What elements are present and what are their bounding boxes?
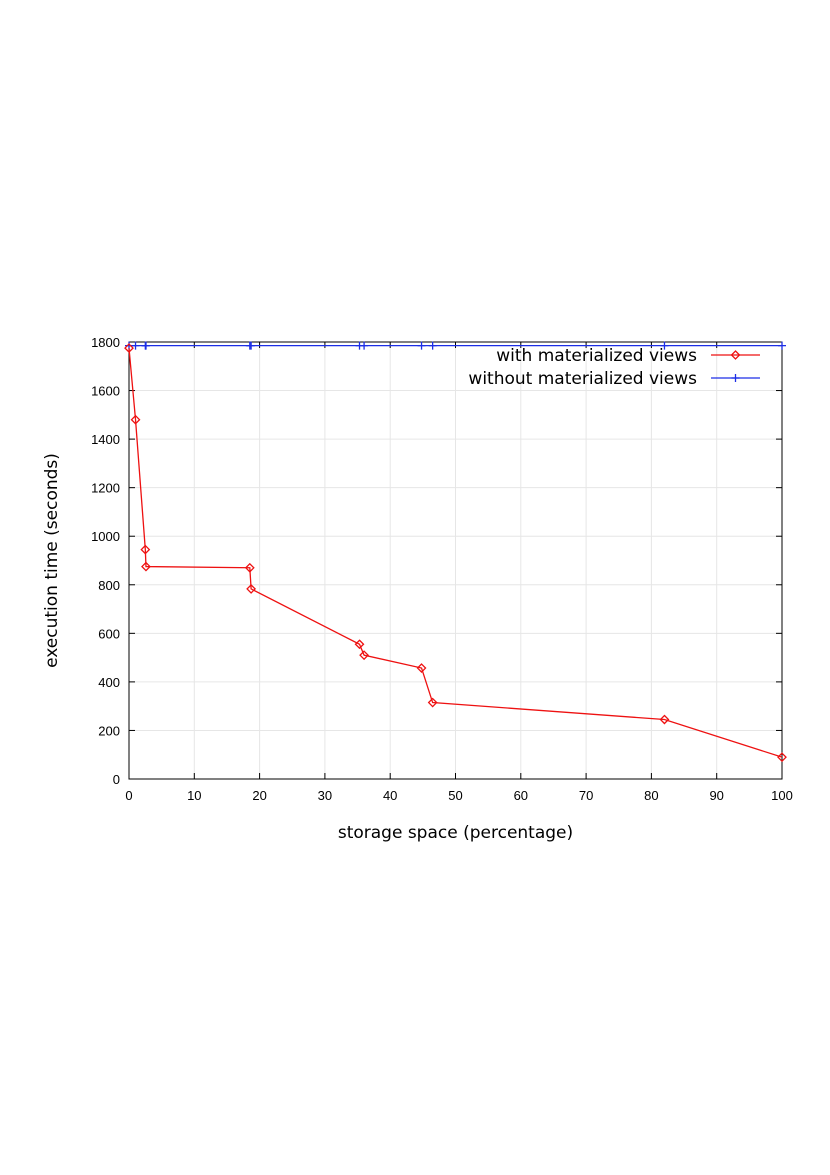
x-tick-label: 70 — [579, 788, 593, 803]
data-point — [141, 561, 151, 572]
series-line — [128, 348, 783, 758]
x-axis-title: storage space (percentage) — [338, 823, 573, 843]
series-with-views — [124, 343, 787, 763]
legend-marker — [730, 350, 741, 360]
data-point — [247, 341, 256, 350]
data-point — [778, 341, 786, 350]
y-tick-label: 0 — [113, 772, 120, 787]
data-point — [777, 752, 787, 763]
ticks: 0 10 20 30 40 50 60 70 80 90 100020040060080010001… — [91, 335, 793, 803]
x-tick-label: 10 — [187, 788, 201, 803]
y-tick-label: 1800 — [91, 335, 120, 350]
y-tick-label: 1600 — [91, 384, 120, 399]
data-point — [140, 544, 151, 555]
y-tick-label: 1400 — [91, 432, 120, 447]
x-tick-label: 80 — [644, 788, 658, 803]
data-point — [246, 583, 257, 594]
data-point — [360, 341, 369, 350]
x-tick-label: 100 — [771, 788, 793, 803]
x-tick-label: 20 — [252, 788, 266, 803]
data-point — [124, 343, 134, 353]
grid — [128, 341, 783, 780]
x-tick-label: 50 — [448, 788, 462, 803]
y-axis-title: execution time (seconds) — [42, 453, 62, 668]
data-point — [244, 562, 255, 573]
data-point — [416, 663, 427, 673]
data-point — [428, 341, 437, 350]
data-point — [131, 341, 140, 350]
y-tick-label: 1000 — [91, 529, 120, 544]
series — [124, 341, 787, 763]
y-tick-label: 200 — [98, 723, 120, 738]
data-point — [130, 414, 141, 425]
legend: with materialized views without material… — [468, 346, 760, 389]
legend-label-without-views: without materialized views — [468, 369, 697, 389]
data-point — [141, 341, 150, 350]
y-tick-label: 1200 — [91, 481, 120, 496]
x-tick-label: 90 — [709, 788, 723, 803]
x-tick-label: 30 — [318, 788, 332, 803]
y-tick-label: 600 — [98, 626, 120, 641]
data-point — [659, 714, 670, 725]
y-tick-label: 800 — [98, 578, 120, 593]
data-point — [660, 341, 669, 350]
legend-marker — [731, 374, 740, 382]
data-point — [427, 697, 438, 708]
legend-label-with-views: with materialized views — [496, 346, 697, 366]
data-point — [359, 650, 369, 661]
x-tick-label: 40 — [383, 788, 397, 803]
data-point — [354, 639, 365, 650]
x-tick-label: 60 — [514, 788, 528, 803]
y-tick-label: 400 — [98, 675, 120, 690]
series-without-views — [125, 341, 786, 350]
data-point — [417, 341, 426, 350]
x-tick-label: 0 — [125, 788, 132, 803]
